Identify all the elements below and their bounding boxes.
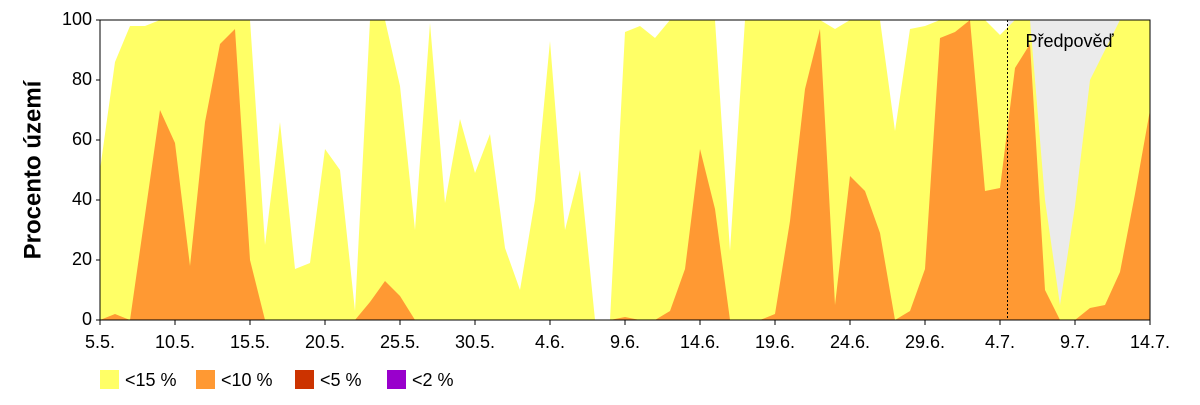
x-tick-label: 24.6. — [830, 332, 870, 352]
x-tick-label: 29.6. — [905, 332, 945, 352]
legend-label: <5 % — [320, 370, 362, 390]
x-tick-label: 14.7. — [1130, 332, 1170, 352]
annotation: Předpověď — [1026, 31, 1115, 51]
legend-label: <2 % — [412, 370, 454, 390]
x-tick-label: 9.6. — [610, 332, 640, 352]
y-tick-label: 40 — [72, 189, 92, 209]
y-tick-label: 80 — [72, 69, 92, 89]
x-tick-label: 10.5. — [155, 332, 195, 352]
legend-swatch — [387, 370, 406, 389]
x-tick-label: 20.5. — [305, 332, 345, 352]
legend-swatch — [295, 370, 314, 389]
legend-swatch — [196, 370, 215, 389]
legend-swatch — [100, 370, 119, 389]
area — [100, 20, 1150, 320]
y-tick-label: 0 — [82, 309, 92, 329]
legend-label: <10 % — [221, 370, 273, 390]
x-tick-label: 15.5. — [230, 332, 270, 352]
y-tick-label: 20 — [72, 249, 92, 269]
x-tick-label: 5.5. — [85, 332, 115, 352]
area — [100, 20, 1150, 320]
x-tick-label: 25.5. — [380, 332, 420, 352]
x-tick-label: 19.6. — [755, 332, 795, 352]
x-tick-label: 9.7. — [1060, 332, 1090, 352]
y-tick-label: 100 — [62, 9, 92, 29]
x-tick-label: 14.6. — [680, 332, 720, 352]
x-tick-label: 4.6. — [535, 332, 565, 352]
y-axis-label: Procento území — [19, 79, 46, 259]
x-tick-label: 4.7. — [985, 332, 1015, 352]
legend-label: <15 % — [125, 370, 177, 390]
y-tick-label: 60 — [72, 129, 92, 149]
x-tick-label: 30.5. — [455, 332, 495, 352]
